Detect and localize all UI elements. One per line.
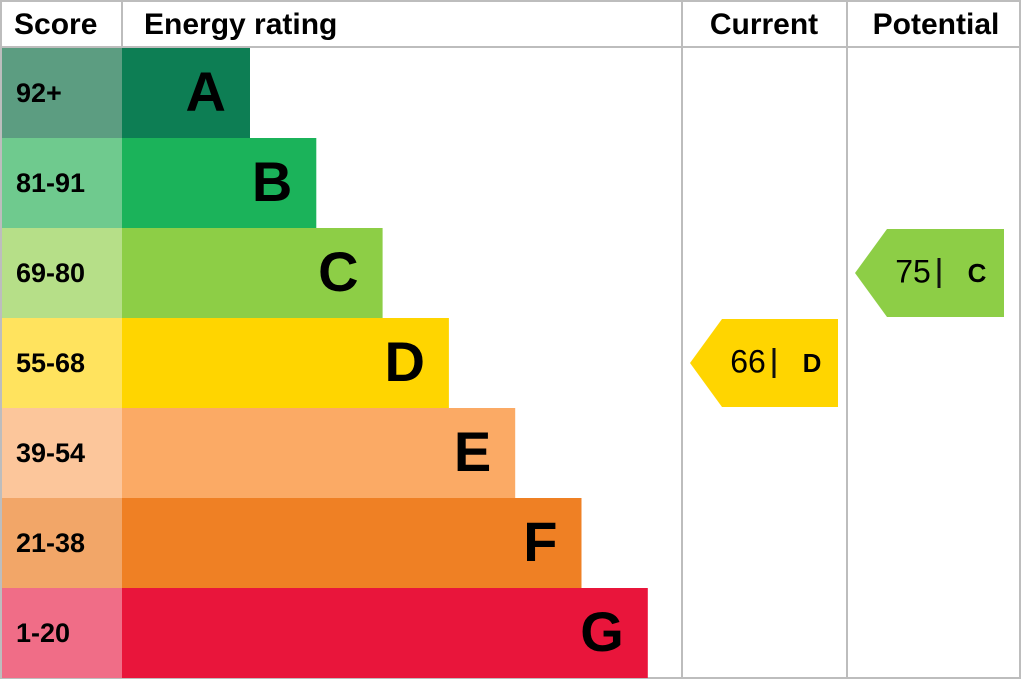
rating-bar <box>122 408 516 498</box>
score-label: 39-54 <box>16 438 85 468</box>
band-letter: G <box>580 600 624 663</box>
score-label: 81-91 <box>16 168 85 198</box>
band-letter: F <box>523 510 557 573</box>
band-letter: C <box>318 240 358 303</box>
rating-bar <box>122 228 383 318</box>
current-letter: D <box>803 348 822 378</box>
score-cell <box>2 48 122 138</box>
score-label: 21-38 <box>16 528 85 558</box>
score-cell <box>2 588 122 678</box>
rating-bar <box>122 498 582 588</box>
potential-arrow <box>855 229 1004 317</box>
potential-value: 75 <box>895 253 931 289</box>
score-label: 69-80 <box>16 258 85 288</box>
score-label: 92+ <box>16 78 62 108</box>
band-letter: B <box>252 150 292 213</box>
score-cell <box>2 408 122 498</box>
rating-bar <box>122 138 317 228</box>
header-rating: Energy rating <box>144 8 337 41</box>
score-label: 1-20 <box>16 618 70 648</box>
score-cell <box>2 138 122 228</box>
current-value: 66 <box>730 343 766 379</box>
rating-bar <box>122 318 449 408</box>
score-cell <box>2 498 122 588</box>
score-label: 55-68 <box>16 348 85 378</box>
header-score: Score <box>14 8 97 41</box>
band-letter: E <box>454 420 491 483</box>
score-cell <box>2 318 122 408</box>
header-current: Current <box>710 8 818 41</box>
potential-letter: C <box>968 258 987 288</box>
rating-bar <box>122 48 250 138</box>
header-potential: Potential <box>873 8 1000 41</box>
current-arrow <box>690 319 838 407</box>
score-cell <box>2 228 122 318</box>
band-letter: D <box>384 330 424 393</box>
rating-bar <box>122 588 648 678</box>
band-letter: A <box>186 60 226 123</box>
